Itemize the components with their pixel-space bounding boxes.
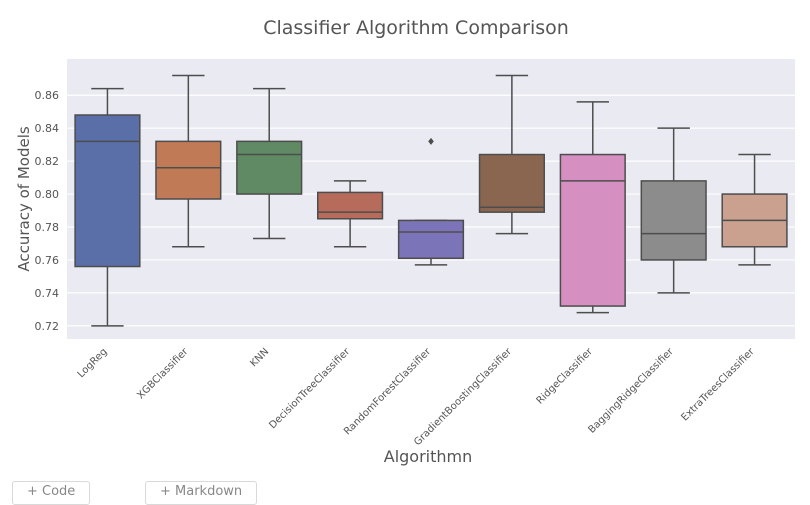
add-code-button[interactable]: + Code xyxy=(12,481,91,505)
y-tick-label: 0.78 xyxy=(35,221,60,234)
box-plot-chart: Classifier Algorithm Comparison 0.72 0.74… xyxy=(15,17,795,466)
x-tick-label: KNN xyxy=(248,346,271,369)
x-tick-label: LogReg xyxy=(76,346,110,380)
y-tick-label: 0.86 xyxy=(35,89,60,102)
x-axis-label: Algorithmn xyxy=(384,447,473,466)
y-tick-labels: 0.72 0.74 0.76 0.78 0.80 0.82 0.84 0.86 xyxy=(35,89,60,333)
box-DecisionTreeClassifier xyxy=(317,180,384,248)
box-iqr xyxy=(317,191,384,220)
chart-title: Classifier Algorithm Comparison xyxy=(263,17,569,39)
x-tick-label: RandomForestClassifier xyxy=(342,346,434,438)
y-tick-label: 0.72 xyxy=(35,320,60,333)
box-iqr xyxy=(559,153,626,307)
box-RandomForestClassifier xyxy=(397,137,465,266)
outlier-point xyxy=(428,137,434,145)
y-tick-label: 0.74 xyxy=(35,287,60,300)
y-axis-label: Accuracy of Models xyxy=(15,126,33,272)
x-tick-label: XGBClassifier xyxy=(135,346,191,402)
box-iqr xyxy=(397,219,465,260)
box-KNN xyxy=(236,87,303,240)
x-tick-label: ExtraTreesClassifier xyxy=(680,346,758,424)
x-tick-label: DecisionTreeClassifier xyxy=(267,346,353,432)
y-tick-label: 0.84 xyxy=(35,122,60,135)
boxes xyxy=(74,74,788,327)
y-tick-label: 0.76 xyxy=(35,254,60,267)
chart-container: Classifier Algorithm Comparison 0.72 0.74… xyxy=(15,17,795,466)
box-ExtraTreesClassifier xyxy=(721,153,788,266)
box-BaggingRidgeClassifier xyxy=(640,127,707,294)
box-iqr xyxy=(74,114,141,268)
box-iqr xyxy=(478,153,545,213)
x-tick-labels: LogReg XGBClassifier KNNDecisionTreeClassi… xyxy=(76,346,758,448)
box-iqr xyxy=(236,140,303,195)
x-tick-label: GradientBoostingClassifier xyxy=(412,346,514,448)
box-iqr xyxy=(155,140,222,200)
box-LogReg xyxy=(74,87,141,327)
box-RidgeClassifier xyxy=(559,101,626,314)
x-tick-label: BaggingRidgeClassifier xyxy=(586,346,676,436)
y-tick-label: 0.82 xyxy=(35,155,60,168)
x-tick-label: RidgeClassifier xyxy=(535,346,596,407)
box-iqr xyxy=(640,180,707,261)
add-markdown-button[interactable]: + Markdown xyxy=(145,481,258,505)
box-GradientBoostingClassifier xyxy=(478,74,545,235)
box-XGBClassifier xyxy=(155,74,222,248)
y-tick-label: 0.80 xyxy=(35,188,60,201)
